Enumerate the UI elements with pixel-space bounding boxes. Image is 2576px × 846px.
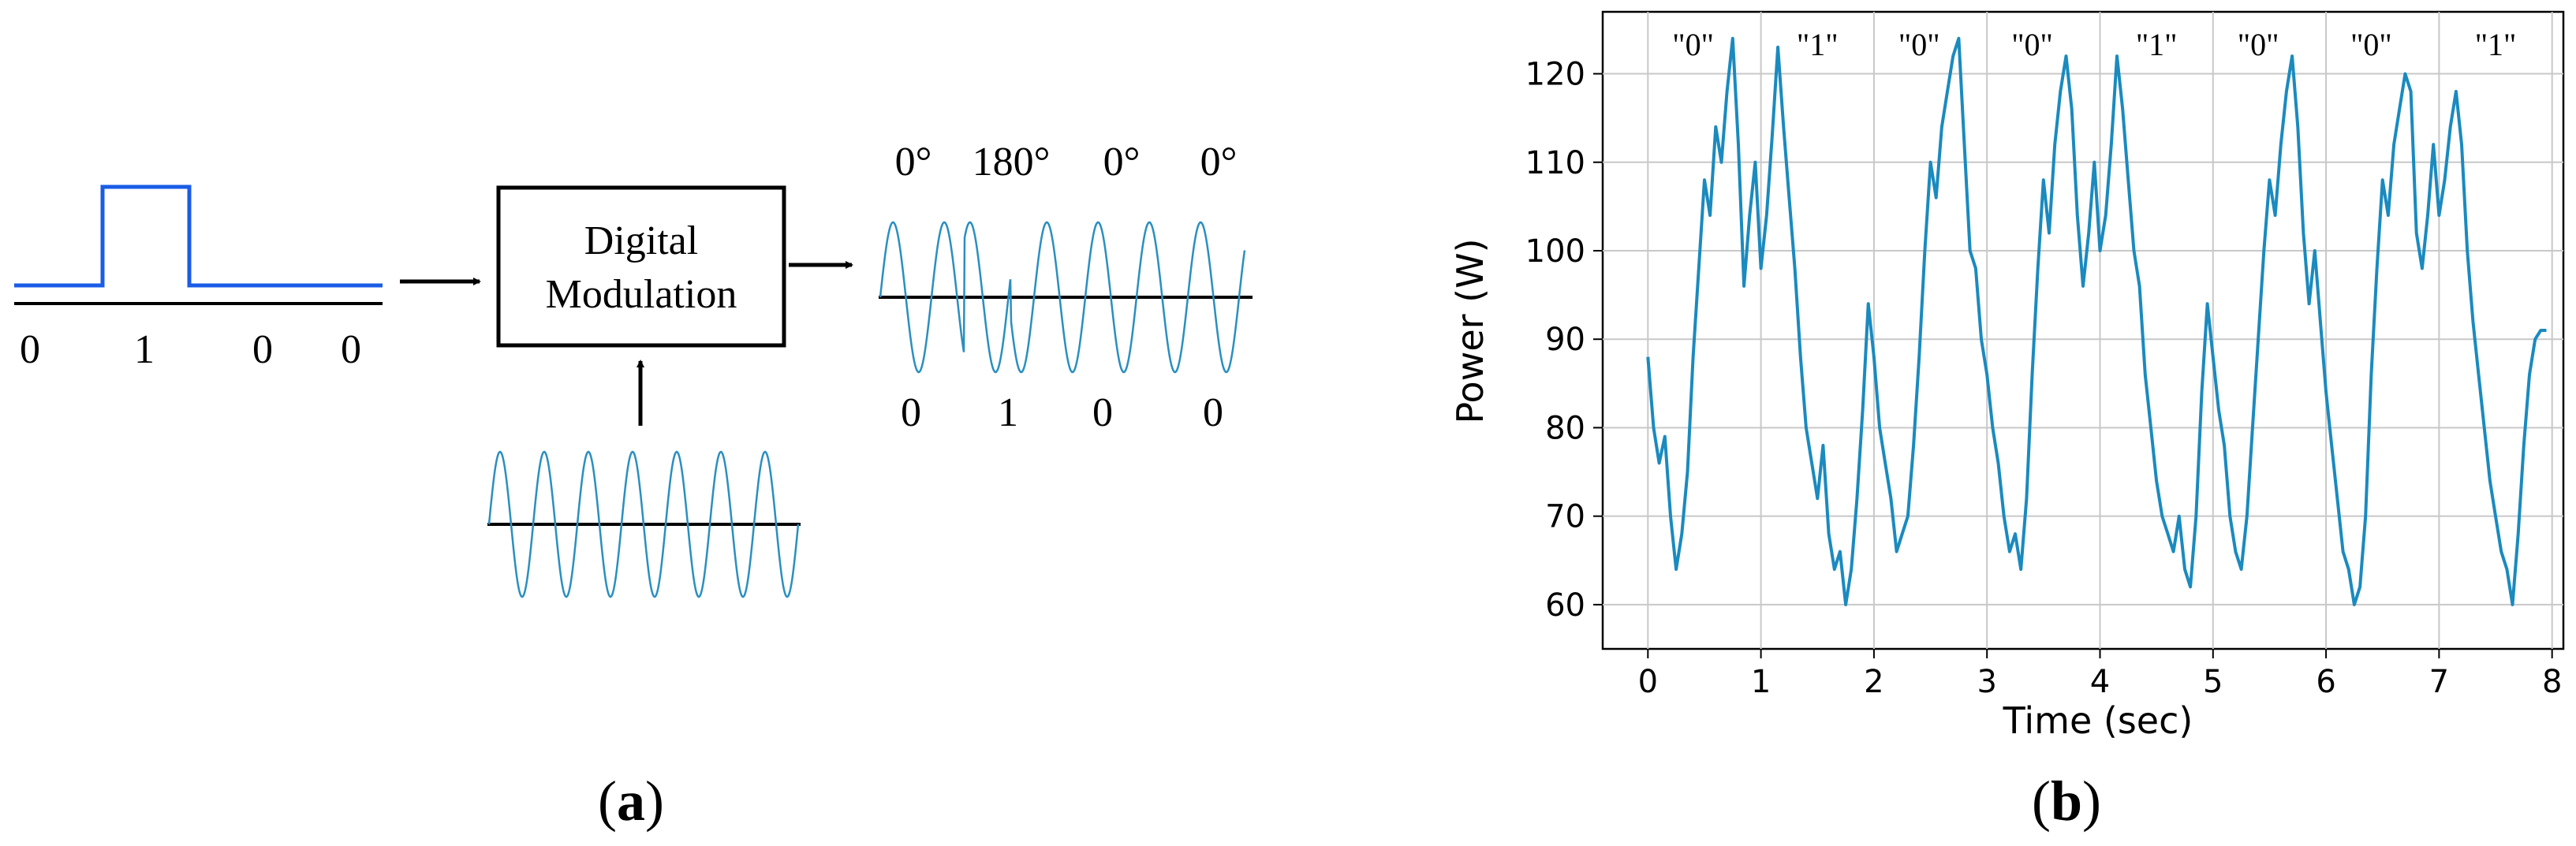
input-bit-label: 0 xyxy=(252,327,273,372)
carrier-sine-wave xyxy=(487,450,800,598)
output-bit-label: 0 xyxy=(901,390,921,435)
input-bit-signal xyxy=(14,184,383,305)
x-tick-label: 5 xyxy=(2203,664,2223,700)
y-tick-label: 110 xyxy=(1525,145,1585,181)
panel-a-modulation-diagram: 0 1 0 0 Digital Modulation 0° 180° 0° 0° xyxy=(14,140,1253,833)
x-tick-label: 7 xyxy=(2429,664,2449,700)
power-series-line xyxy=(1646,36,2547,606)
modulator-label-line-2: Modulation xyxy=(546,272,737,317)
x-tick-label: 4 xyxy=(2090,664,2110,700)
x-tick-label: 8 xyxy=(2542,664,2562,700)
y-tick-label: 80 xyxy=(1545,410,1585,446)
bit-annotation: "1" xyxy=(1797,27,1839,62)
output-bit-label: 1 xyxy=(998,390,1018,435)
phase-label: 0° xyxy=(895,140,932,184)
x-tick-label: 0 xyxy=(1638,664,1658,700)
x-tick-label: 1 xyxy=(1751,664,1771,700)
output-bit-label: 0 xyxy=(1092,390,1113,435)
modulated-output-wave xyxy=(879,221,1246,374)
bit-annotation: "0" xyxy=(2350,27,2392,62)
bit-annotations: "0" "1" "0" "0" "1" "0" "0" "1" xyxy=(1672,27,2516,62)
input-bit-label: 0 xyxy=(20,327,40,372)
input-bit-label: 1 xyxy=(134,327,155,372)
bit-annotation: "0" xyxy=(1898,27,1940,62)
x-tick-label: 3 xyxy=(1977,664,1996,700)
x-tick-label: 2 xyxy=(1864,664,1883,700)
y-tick-label: 90 xyxy=(1545,322,1585,358)
bit-annotation: "1" xyxy=(2475,27,2517,62)
bit-annotation: "0" xyxy=(1672,27,1714,62)
panel-b-caption-letter: b xyxy=(2051,770,2082,833)
y-tick-label: 60 xyxy=(1545,587,1585,624)
input-square-wave xyxy=(14,184,383,288)
bit-annotation: "0" xyxy=(2238,27,2279,62)
bit-annotation: "0" xyxy=(2011,27,2053,62)
phase-label: 0° xyxy=(1200,140,1238,184)
digital-modulation-box xyxy=(496,185,786,348)
y-axis-label: Power (W) xyxy=(1449,238,1491,423)
y-tick-label: 120 xyxy=(1525,57,1585,93)
axis-ticks: 0 1 2 3 4 5 6 7 8 60 70 80 90 100 110 120 xyxy=(1525,57,2563,700)
grid xyxy=(1603,12,2563,649)
x-tick-label: 6 xyxy=(2316,664,2335,700)
panel-b-caption: (b) xyxy=(2032,770,2101,833)
panel-a-caption: (a) xyxy=(598,770,664,833)
x-axis-label: Time (sec) xyxy=(2003,699,2193,742)
phase-label: 180° xyxy=(973,140,1051,184)
output-bit-label: 0 xyxy=(1203,390,1223,435)
plot-frame xyxy=(1601,10,2565,650)
bit-annotation: "1" xyxy=(2136,27,2178,62)
modulator-label-line-1: Digital xyxy=(584,218,698,263)
series-layer xyxy=(1646,36,2547,606)
y-tick-label: 70 xyxy=(1545,499,1585,535)
input-bit-label: 0 xyxy=(341,327,361,372)
panel-a-caption-letter: a xyxy=(617,770,645,833)
y-tick-label: 100 xyxy=(1525,233,1585,270)
phase-label: 0° xyxy=(1103,140,1141,184)
